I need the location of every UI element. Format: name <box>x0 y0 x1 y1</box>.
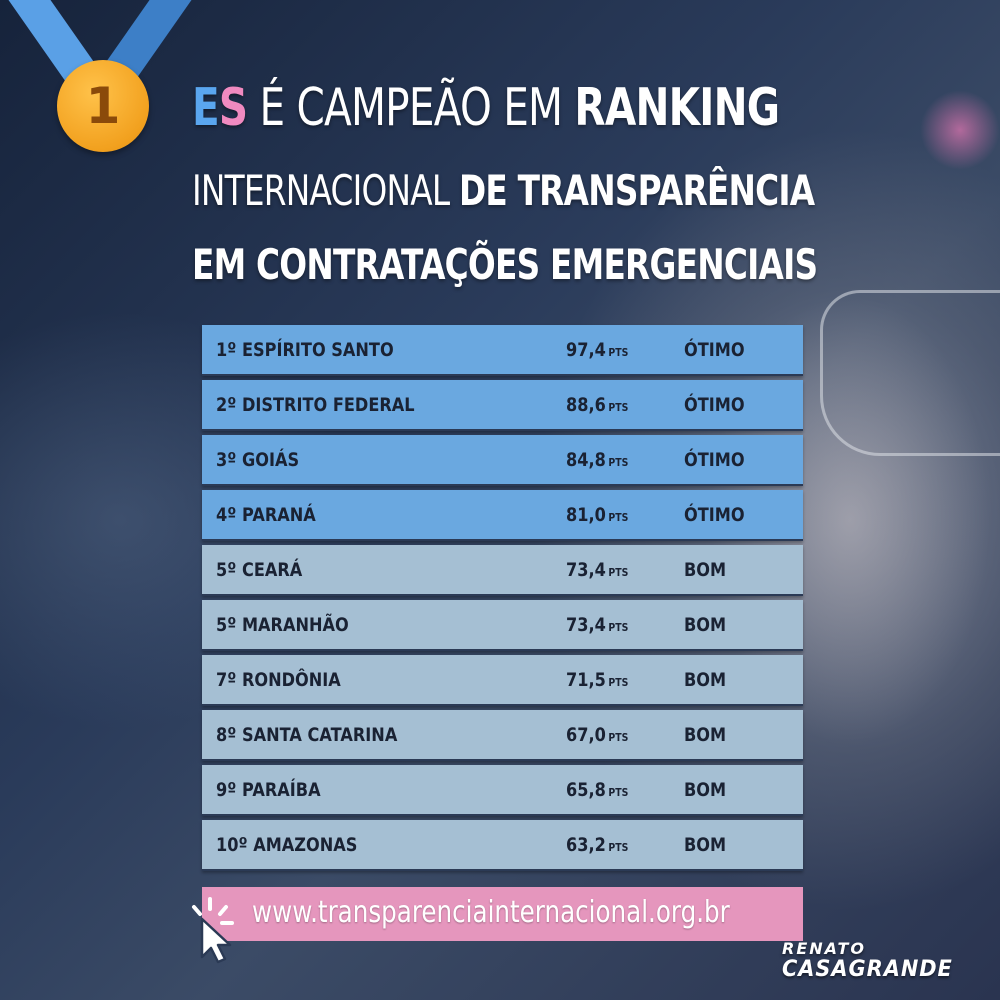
headline-line-3: EM CONTRATAÇÕES EMERGENCIAIS <box>192 240 818 289</box>
state-rating: BOM <box>684 723 727 746</box>
table-row: 2º DISTRITO FEDERAL 88,6 PTS ÓTIMO <box>202 380 803 431</box>
medal-icon: 1 <box>57 60 149 152</box>
decorative-blob <box>920 90 1000 170</box>
state-name: 10º AMAZONAS <box>216 833 358 856</box>
state-score: 81,0 PTS <box>566 504 628 526</box>
state-score: 84,8 PTS <box>566 449 628 471</box>
state-score: 73,4 PTS <box>566 614 628 636</box>
state-score: 67,0 PTS <box>566 724 628 746</box>
renato-casagrande-logo: RENATO CASAGRANDE <box>782 940 962 982</box>
state-name: 1º ESPÍRITO SANTO <box>216 338 394 361</box>
state-name: 2º DISTRITO FEDERAL <box>216 393 415 416</box>
cursor-click-icon <box>192 897 234 964</box>
state-name: 5º MARANHÃO <box>216 613 349 636</box>
state-name: 7º RONDÔNIA <box>216 668 341 691</box>
table-row: 9º PARAÍBA 65,8 PTS BOM <box>202 765 803 816</box>
headline-line-3-bold: EM CONTRATAÇÕES EMERGENCIAIS <box>192 240 818 289</box>
table-row: 5º CEARÁ 73,4 PTS BOM <box>202 545 803 596</box>
state-name: 8º SANTA CATARINA <box>216 723 398 746</box>
headline-es-s: S <box>218 78 248 138</box>
table-row: 3º GOIÁS 84,8 PTS ÓTIMO <box>202 435 803 486</box>
score-value: 84,8 <box>566 448 606 471</box>
table-row: 1º ESPÍRITO SANTO 97,4 PTS ÓTIMO <box>202 325 803 376</box>
state-score: 73,4 PTS <box>566 559 628 581</box>
state-score: 88,6 PTS <box>566 394 628 416</box>
headline-line-1-bold: RANKING <box>574 78 780 138</box>
table-row: 10º AMAZONAS 63,2 PTS BOM <box>202 820 803 871</box>
logo-last-name: CASAGRANDE <box>782 957 953 982</box>
state-rating: BOM <box>684 778 727 801</box>
state-rating: BOM <box>684 833 727 856</box>
state-rating: ÓTIMO <box>684 338 745 361</box>
state-rating: ÓTIMO <box>684 393 745 416</box>
points-unit: PTS <box>608 455 629 469</box>
state-score: 71,5 PTS <box>566 669 628 691</box>
score-value: 73,4 <box>566 558 606 581</box>
state-score: 97,4 PTS <box>566 339 628 361</box>
state-name: 3º GOIÁS <box>216 448 300 471</box>
headline-line-2-bold: DE TRANSPARÊNCIA <box>458 166 815 215</box>
headline-line-1: ES É CAMPEÃO EM RANKING <box>192 78 780 138</box>
points-unit: PTS <box>608 400 629 414</box>
headline-es-e: E <box>192 78 220 138</box>
table-row: 8º SANTA CATARINA 67,0 PTS BOM <box>202 710 803 761</box>
state-rating: ÓTIMO <box>684 448 745 471</box>
state-score: 65,8 PTS <box>566 779 628 801</box>
score-value: 67,0 <box>566 723 606 746</box>
logo-first-name: RENATO <box>782 939 867 958</box>
score-value: 97,4 <box>566 338 606 361</box>
state-rating: BOM <box>684 613 727 636</box>
state-name: 5º CEARÁ <box>216 558 303 581</box>
table-row: 5º MARANHÃO 73,4 PTS BOM <box>202 600 803 651</box>
points-unit: PTS <box>608 510 629 524</box>
score-value: 73,4 <box>566 613 606 636</box>
medal-number: 1 <box>85 77 121 135</box>
score-value: 71,5 <box>566 668 606 691</box>
state-rating: ÓTIMO <box>684 503 745 526</box>
state-score: 63,2 PTS <box>566 834 628 856</box>
score-value: 63,2 <box>566 833 606 856</box>
state-name: 4º PARANÁ <box>216 503 316 526</box>
score-value: 65,8 <box>566 778 606 801</box>
table-row: 7º RONDÔNIA 71,5 PTS BOM <box>202 655 803 706</box>
source-url-link[interactable]: www.transparenciainternacional.org.br <box>252 895 730 930</box>
headline-line-2: INTERNACIONAL DE TRANSPARÊNCIA <box>192 166 815 215</box>
score-value: 88,6 <box>566 393 606 416</box>
state-name: 9º PARAÍBA <box>216 778 321 801</box>
points-unit: PTS <box>608 840 629 854</box>
points-unit: PTS <box>608 785 629 799</box>
state-rating: BOM <box>684 668 727 691</box>
points-unit: PTS <box>608 345 629 359</box>
url-bar[interactable]: www.transparenciainternacional.org.br <box>202 887 803 941</box>
protective-glasses <box>820 290 1000 456</box>
points-unit: PTS <box>608 620 629 634</box>
points-unit: PTS <box>608 730 629 744</box>
points-unit: PTS <box>608 565 629 579</box>
points-unit: PTS <box>608 675 629 689</box>
score-value: 81,0 <box>566 503 606 526</box>
state-rating: BOM <box>684 558 727 581</box>
headline-line-2-text: INTERNACIONAL <box>192 166 459 215</box>
headline-line-1-text: É CAMPEÃO EM <box>247 78 575 138</box>
table-row: 4º PARANÁ 81,0 PTS ÓTIMO <box>202 490 803 541</box>
